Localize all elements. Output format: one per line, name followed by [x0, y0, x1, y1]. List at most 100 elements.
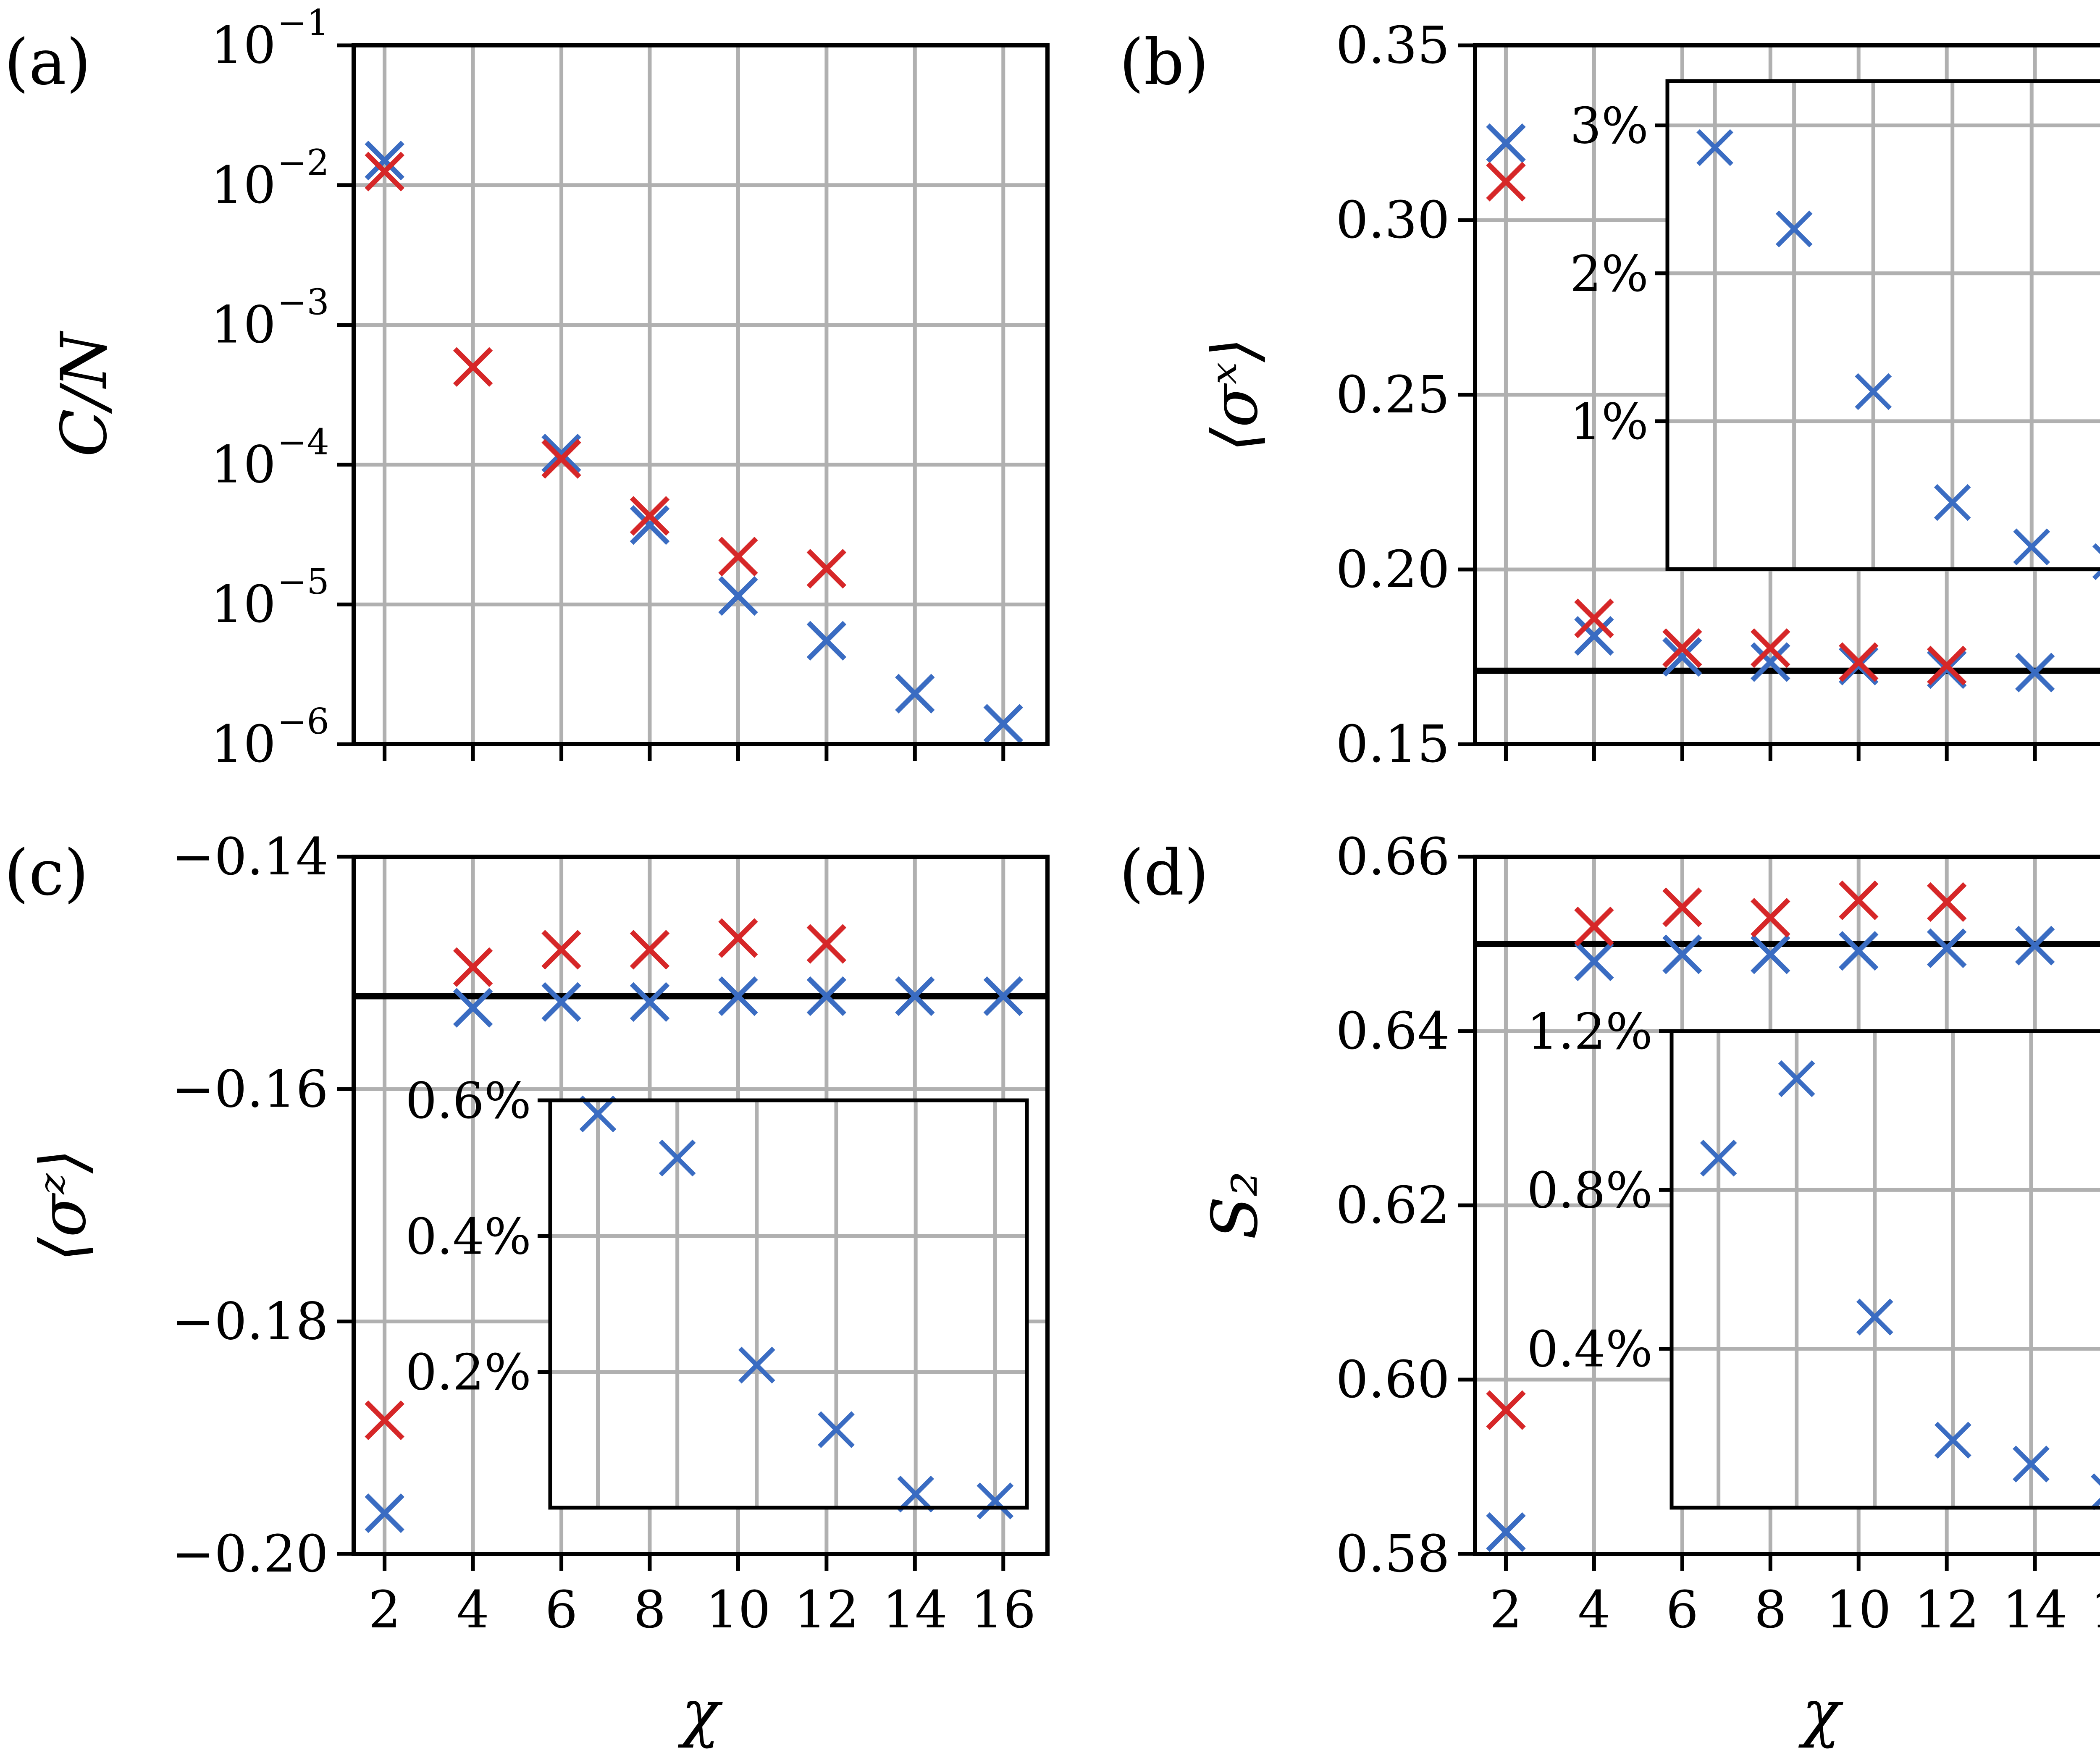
- y-tick-label: −0.20: [171, 1524, 328, 1584]
- red-point-stroke-b: [806, 924, 847, 964]
- red-point-stroke-b: [541, 439, 581, 479]
- inset-point-stroke-b: [1856, 1299, 1893, 1336]
- red-point-stroke-b: [1486, 162, 1526, 202]
- red-point: [1486, 1390, 1526, 1430]
- blue-point-stroke-b: [983, 976, 1024, 1016]
- red-point-stroke-b: [1927, 882, 1967, 922]
- inset-y-tick-label: 0.2%: [405, 1343, 531, 1401]
- inset-point: [2013, 528, 2050, 566]
- inset-point: [1696, 129, 1734, 166]
- blue-point-stroke-b: [2015, 653, 2055, 693]
- y-tick-label: 0.35: [1336, 16, 1450, 75]
- blue-point-stroke-b: [895, 976, 935, 1016]
- x-axis-label: χ: [678, 1677, 723, 1750]
- y-tick-label: 0.25: [1336, 365, 1450, 425]
- blue-point-stroke-b: [1838, 931, 1879, 971]
- blue-point-stroke-b: [365, 1493, 404, 1533]
- blue-point-stroke-b: [1751, 934, 1790, 974]
- y-tick-label: 10: [211, 575, 276, 634]
- inset-point: [976, 1482, 1014, 1519]
- panel-label: (a): [4, 26, 91, 99]
- inset: 0.4% 0.8% 1.2%: [1527, 1002, 2100, 1511]
- inset-point: [2092, 543, 2100, 580]
- red-point: [1838, 880, 1879, 920]
- x-tick-label: 12: [1914, 1580, 1979, 1640]
- y-tick-exponent: −1: [277, 2, 329, 43]
- panel-a: 10−110−210−310−410−510 −6(a)C/N: [4, 2, 1050, 774]
- red-point: [1751, 898, 1790, 938]
- inset-point-stroke-b: [2091, 1498, 2100, 1511]
- red-point: [365, 152, 404, 192]
- inset-point-stroke-b: [818, 1411, 855, 1448]
- y-tick-label: −0.14: [171, 827, 328, 887]
- y-tick-exponent: −5: [277, 561, 329, 602]
- blue-point: [1838, 931, 1879, 971]
- inset-point-stroke-b: [1934, 484, 1971, 521]
- inset-y-tick-label: 0.4%: [1527, 1320, 1653, 1378]
- red-point-stroke-b: [1927, 645, 1967, 686]
- blue-point: [2015, 926, 2055, 966]
- red-point-stroke-b: [453, 347, 493, 387]
- inset-point-stroke-b: [2092, 569, 2100, 580]
- y-tick-exponent: −3: [277, 282, 329, 323]
- x-tick-label: 16: [2090, 1580, 2100, 1640]
- blue-point-stroke-b: [983, 704, 1024, 744]
- red-point: [453, 947, 493, 987]
- y-tick-base: 10: [211, 295, 276, 355]
- red-point: [718, 918, 758, 958]
- red-point: [630, 496, 670, 536]
- blue-point: [1751, 642, 1790, 682]
- y-axis-label: C/N: [48, 331, 121, 457]
- blue-point-stroke-b: [718, 576, 758, 616]
- inset-point: [897, 1475, 934, 1513]
- y-tick-label: 10: [211, 155, 276, 215]
- y-tick-label: 0.30: [1336, 190, 1450, 250]
- blue-point-stroke-b: [718, 976, 758, 1016]
- x-tick-label: 8: [1754, 1580, 1787, 1640]
- inset-y-tick-label: 1%: [1570, 393, 1648, 451]
- red-point: [1662, 887, 1702, 927]
- x-tick-label: 6: [1666, 1580, 1699, 1640]
- red-point: [541, 930, 581, 970]
- inset-point-stroke-b: [579, 1095, 617, 1133]
- y-axis-label: ⟨σᶻ⟩: [27, 1149, 100, 1262]
- panel-label: (d): [1119, 837, 1209, 910]
- red-point: [1574, 598, 1614, 638]
- red-point-stroke-b: [1838, 880, 1879, 920]
- x-tick-label: 16: [971, 1580, 1036, 1640]
- red-point: [1662, 628, 1702, 668]
- red-point: [806, 549, 847, 589]
- blue-point-stroke-b: [1927, 928, 1967, 968]
- panel-b: 1% 2% 3% 0.15 0.20 0.25 0.30 0.35 (b) ⟨σˣ⟩: [1119, 16, 2100, 774]
- red-point-stroke-b: [1486, 1390, 1526, 1430]
- red-point-stroke-b: [806, 549, 847, 589]
- x-tick-label: 4: [457, 1580, 489, 1640]
- red-point-stroke-b: [718, 536, 758, 577]
- y-tick-exponent: −6: [277, 701, 329, 742]
- y-tick-label: 0.58: [1336, 1524, 1450, 1584]
- inset-point: [818, 1411, 855, 1448]
- blue-point: [1927, 928, 1967, 968]
- inset-y-tick-label: 0.8%: [1527, 1161, 1653, 1219]
- blue-point-stroke-b: [895, 674, 935, 714]
- inset-point-stroke-b: [976, 1482, 1014, 1519]
- axes-frame: [352, 43, 1050, 746]
- x-tick-label: 4: [1578, 1580, 1611, 1640]
- red-point-stroke-b: [1751, 898, 1790, 938]
- y-tick-label: 10: [211, 16, 276, 75]
- inset-point-stroke-b: [1700, 1139, 1737, 1177]
- axes-frame: [352, 855, 1050, 1556]
- red-point: [806, 924, 847, 964]
- inset-point-stroke-b: [1855, 373, 1892, 410]
- inset-point: [579, 1095, 617, 1133]
- blue-point-stroke-b: [365, 140, 404, 181]
- x-tick-label: 10: [706, 1580, 771, 1640]
- red-point-stroke-b: [630, 930, 670, 970]
- blue-point: [630, 505, 670, 545]
- inset-point-stroke-a: [2091, 1473, 2100, 1486]
- panel-label: (b): [1119, 26, 1209, 99]
- blue-point-stroke-b: [1574, 616, 1614, 656]
- y-tick-label: 0.60: [1336, 1350, 1450, 1409]
